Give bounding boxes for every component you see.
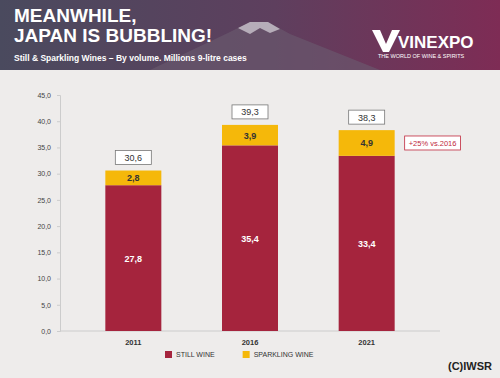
subtitle: Still & Sparkling Wines – By volume. Mil…: [14, 53, 247, 63]
data-label: 2,8: [127, 173, 140, 183]
legend-item: SPARKLING WINE: [243, 351, 314, 358]
x-tick-label: 2011: [125, 338, 141, 347]
y-tick-mark: [57, 95, 60, 96]
x-tick: 2021: [358, 338, 375, 347]
bar: [339, 156, 395, 331]
x-tick: 2016: [242, 338, 259, 347]
y-tick: 15,0: [37, 249, 60, 256]
y-tick: 10,0: [37, 275, 60, 282]
source: (C)IWSR: [448, 360, 492, 372]
total-label: 38,3: [358, 113, 376, 123]
title: MEANWHILE,JAPAN IS BUBBLING!: [14, 5, 212, 46]
y-tick-label: 30,0: [37, 170, 51, 177]
data-label: 27,8: [125, 254, 143, 264]
y-tick-label: 0,0: [41, 328, 51, 335]
bar: [105, 171, 161, 186]
data-labels: 27,8 35,4 33,4 2,8 3,9 4,9: [125, 131, 376, 264]
y-tick-mark: [57, 226, 60, 227]
y-axis-line: [57, 96, 61, 332]
legend-label: SPARKLING WINE: [254, 351, 314, 358]
total-label: 30,6: [125, 153, 143, 163]
total-box: [115, 151, 151, 165]
legend-swatch: [243, 351, 250, 358]
legend: STILL WINE SPARKLING WINE: [165, 351, 314, 358]
x-axis: 2011 2016 2021: [60, 331, 440, 347]
x-tick-label: 2016: [242, 338, 259, 347]
legend-swatch: [165, 351, 172, 358]
y-tick-label: 25,0: [37, 197, 51, 204]
y-tick-mark: [57, 305, 60, 306]
legend-item: STILL WINE: [165, 351, 215, 358]
y-tick-label: 40,0: [37, 118, 51, 125]
totals: 30,6 39,3 38,3: [115, 105, 384, 165]
bar: [105, 185, 161, 331]
y-tick-mark: [57, 200, 60, 201]
x-tick: 2011: [125, 338, 141, 347]
y-tick: 20,0: [37, 223, 60, 230]
chart: MEANWHILE,JAPAN IS BUBBLING! Still & Spar…: [0, 0, 500, 378]
y-tick-label: 10,0: [37, 275, 51, 282]
annotation: +25% vs.2016: [405, 136, 461, 150]
y-tick: 25,0: [37, 197, 60, 204]
mountain-snow: [238, 22, 280, 34]
y-tick-label: 15,0: [37, 249, 51, 256]
y-tick: 35,0: [37, 144, 60, 151]
y-tick-mark: [57, 174, 60, 175]
logo-name: VINEXPO: [398, 33, 474, 52]
y-tick: 30,0: [37, 170, 60, 177]
y-tick: 40,0: [37, 118, 60, 125]
annotation-box: [405, 136, 461, 150]
logo-mark: [372, 30, 400, 52]
legend-label: STILL WINE: [176, 351, 215, 358]
banner: [0, 0, 500, 70]
data-label: 35,4: [241, 234, 259, 244]
x-tick-label: 2021: [358, 338, 375, 347]
total-box: [232, 105, 268, 119]
bar: [222, 125, 278, 145]
y-tick-label: 20,0: [37, 223, 51, 230]
annotation-text: +25% vs.2016: [409, 139, 457, 148]
y-tick: 45,0: [37, 92, 60, 99]
y-tick-label: 45,0: [37, 92, 51, 99]
y-tick-mark: [57, 279, 60, 280]
data-label: 3,9: [244, 131, 257, 141]
y-tick-label: 5,0: [41, 302, 51, 309]
bar: [339, 130, 395, 156]
y-axis: 0,0 5,0 10,0 15,0 20,0 25,0 30,0 35,0 40,0 45,0: [37, 92, 60, 335]
y-tick: 5,0: [41, 302, 60, 309]
y-tick-mark: [57, 147, 60, 148]
data-label: 33,4: [358, 239, 376, 249]
y-tick-mark: [57, 252, 60, 253]
y-tick-label: 35,0: [37, 144, 51, 151]
total-box: [349, 110, 385, 124]
data-label: 4,9: [360, 138, 373, 148]
y-tick-mark: [57, 121, 60, 122]
bar: [222, 145, 278, 331]
bars: [105, 125, 394, 331]
logo-tagline: THE WORLD OF WINE & SPIRITS: [378, 53, 465, 59]
total-label: 39,3: [241, 107, 259, 117]
y-tick: 0,0: [41, 328, 60, 335]
y-tick-mark: [57, 331, 60, 332]
